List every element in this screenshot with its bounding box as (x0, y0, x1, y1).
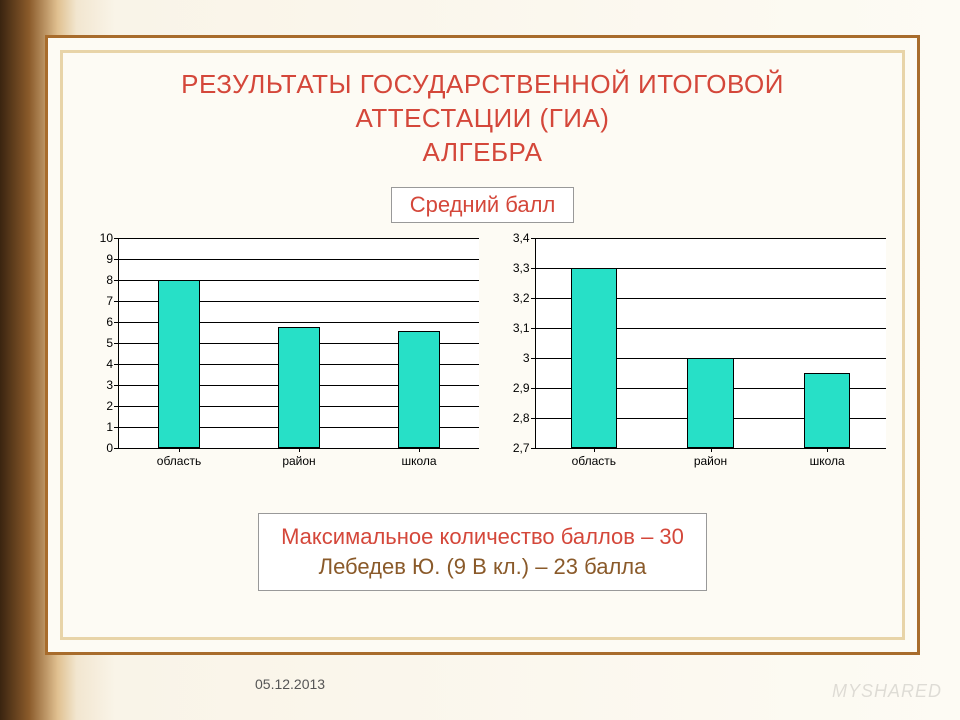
y-tick-label: 3,2 (513, 291, 536, 305)
y-tick-label: 6 (106, 315, 119, 329)
y-tick-label: 3,3 (513, 261, 536, 275)
y-tick-label: 2,9 (513, 381, 536, 395)
x-tick-label: область (572, 448, 616, 468)
footer-box: Максимальное количество баллов – 30 Лебе… (258, 513, 707, 590)
y-tick-label: 9 (106, 252, 119, 266)
x-tick-label: район (694, 448, 727, 468)
chart-right: 2,7 2,8 2,9 3 3,1 3,2 3,3 3,4 область район школа (493, 233, 883, 478)
y-tick-label: 3 (523, 351, 536, 365)
y-tick-label: 7 (106, 294, 119, 308)
gridline (536, 238, 886, 239)
bar (278, 327, 320, 449)
y-tick-label: 2,7 (513, 441, 536, 455)
y-tick-label: 3,4 (513, 231, 536, 245)
page-title: РЕЗУЛЬТАТЫ ГОСУДАРСТВЕННОЙ ИТОГОВОЙ АТТЕ… (83, 68, 882, 169)
bar (398, 331, 440, 449)
inner-frame: РЕЗУЛЬТАТЫ ГОСУДАРСТВЕННОЙ ИТОГОВОЙ АТТЕ… (60, 50, 905, 640)
plot-area: 012345678910областьрайоншкола (118, 238, 479, 449)
footer-line-2: Лебедев Ю. (9 В кл.) – 23 балла (281, 552, 684, 582)
y-tick-label: 3,1 (513, 321, 536, 335)
footer-line-1: Максимальное количество баллов – 30 (281, 522, 684, 552)
y-tick-label: 2 (106, 399, 119, 413)
y-tick-label: 10 (100, 231, 119, 245)
charts-row: 0 1 2 3 4 5 6 7 8 9 10 область район школа 2,7 2,8 2,9 3… (83, 233, 882, 478)
gridline (119, 238, 479, 239)
y-tick-label: 3 (106, 378, 119, 392)
subtitle-box: Средний балл (391, 187, 575, 223)
gridline (119, 259, 479, 260)
title-line-1: РЕЗУЛЬТАТЫ ГОСУДАРСТВЕННОЙ ИТОГОВОЙ (181, 69, 784, 99)
x-tick-label: школа (401, 448, 436, 468)
chart-left: 0 1 2 3 4 5 6 7 8 9 10 область район школа (83, 233, 473, 478)
bar (687, 358, 734, 448)
bar (571, 268, 618, 448)
y-tick-label: 1 (106, 420, 119, 434)
bar (158, 280, 200, 448)
y-tick-label: 4 (106, 357, 119, 371)
title-line-2: АТТЕСТАЦИИ (ГИА) (356, 103, 610, 133)
date-label: 05.12.2013 (255, 676, 325, 692)
bar (804, 373, 851, 448)
x-tick-label: школа (810, 448, 845, 468)
x-tick-label: область (157, 448, 201, 468)
y-tick-label: 8 (106, 273, 119, 287)
outer-frame: РЕЗУЛЬТАТЫ ГОСУДАРСТВЕННОЙ ИТОГОВОЙ АТТЕ… (45, 35, 920, 655)
title-line-3: АЛГЕБРА (423, 137, 543, 167)
plot-area: 2,72,82,933,13,23,33,4областьрайоншкола (535, 238, 886, 449)
footer-container: Максимальное количество баллов – 30 Лебе… (83, 513, 882, 590)
y-tick-label: 2,8 (513, 411, 536, 425)
watermark: MYSHARED (832, 681, 942, 702)
slide: РЕЗУЛЬТАТЫ ГОСУДАРСТВЕННОЙ ИТОГОВОЙ АТТЕ… (0, 0, 960, 720)
y-tick-label: 5 (106, 336, 119, 350)
y-tick-label: 0 (106, 441, 119, 455)
x-tick-label: район (282, 448, 315, 468)
subtitle-container: Средний балл (83, 187, 882, 223)
